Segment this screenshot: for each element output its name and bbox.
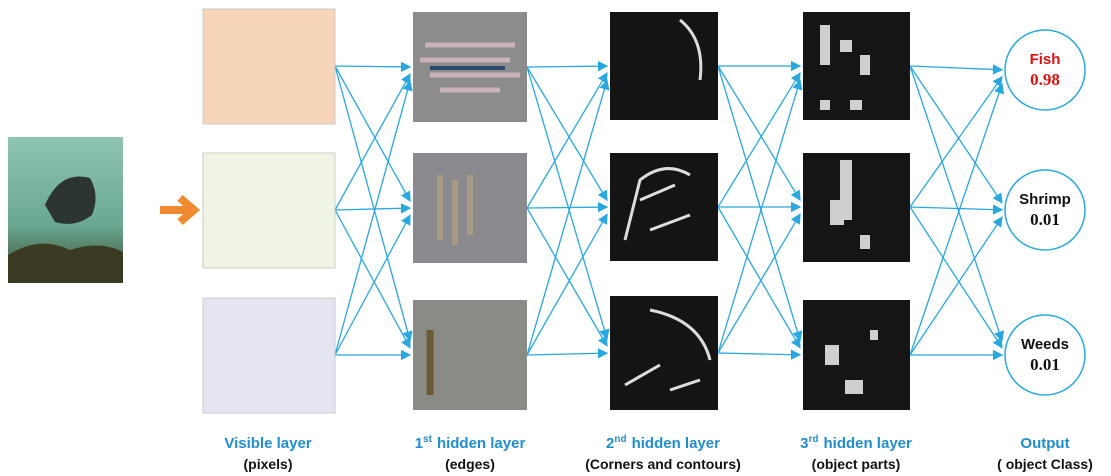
connection [334,203,412,214]
hidden-layer-3 [803,12,910,410]
layer-caption: (Corners and contours) [585,456,741,472]
connection [526,348,609,359]
connection [334,73,411,211]
connection [909,204,1004,215]
layer-labels: Visible layer (pixels) 1st hidden layer (edg… [224,434,1093,472]
layer-name: hidden layer [632,435,721,452]
class-score: 0.01 [1030,210,1060,229]
connection [717,213,801,354]
connection [717,65,803,342]
hidden-layer-1 [413,12,527,410]
connection [334,209,411,349]
connection [526,66,610,340]
layer-title: 1st hidden layer [415,434,526,452]
connection [526,213,608,356]
connection [717,65,801,202]
layer-caption: (object parts) [812,456,901,472]
input-image [8,137,123,283]
connection [717,79,803,354]
class-label: Weeds [1021,336,1069,353]
connection [909,65,1003,204]
connection [717,71,801,208]
connection [334,61,412,73]
layer-caption: (edges) [445,456,495,472]
input-arrow [160,194,201,226]
layer-suffix: rd [808,434,818,445]
connection [909,206,1003,349]
layer-number: 3 [800,435,808,452]
connection [526,60,609,72]
layer-number: 1 [415,435,423,452]
connection [334,214,411,356]
output-node [1004,169,1086,251]
layer-name: Visible layer [224,435,311,452]
connection [909,64,1004,75]
connection [334,80,413,356]
output-title: Output [1020,435,1069,452]
connection [909,83,1004,356]
output-node [1004,29,1086,111]
connection [909,75,1003,208]
layer-caption: (pixels) [243,456,292,472]
connection [526,79,610,356]
layer-title: 2nd hidden layer [606,434,720,452]
connection [909,65,1005,342]
connection [334,65,413,342]
hidden-layer-2 [610,12,718,410]
layer-title: Visible layer [224,435,311,452]
layer-number: 2 [606,435,614,452]
class-label: Fish [1030,51,1061,68]
class-score: 0.01 [1030,355,1060,374]
connections [334,60,1005,361]
layer-suffix: st [423,434,433,445]
output-layer: Fish 0.98 Shrimp 0.01 Weeds 0.01 [1004,29,1086,396]
connection [717,206,801,349]
connection [526,71,608,209]
visible-layer [202,8,336,414]
layer-name: hidden layer [823,435,912,452]
output-caption: ( object Class) [997,456,1093,472]
connection [909,216,1003,356]
layer-name: hidden layer [437,435,526,452]
class-score: 0.98 [1030,70,1060,89]
connection [334,65,411,203]
class-label: Shrimp [1019,191,1071,208]
output-node [1004,314,1086,396]
layer-suffix: nd [614,434,626,445]
connection [526,66,608,202]
connection [526,201,609,213]
connection [717,349,802,360]
connection [526,207,608,347]
layer-title: 3rd hidden layer [800,434,912,452]
